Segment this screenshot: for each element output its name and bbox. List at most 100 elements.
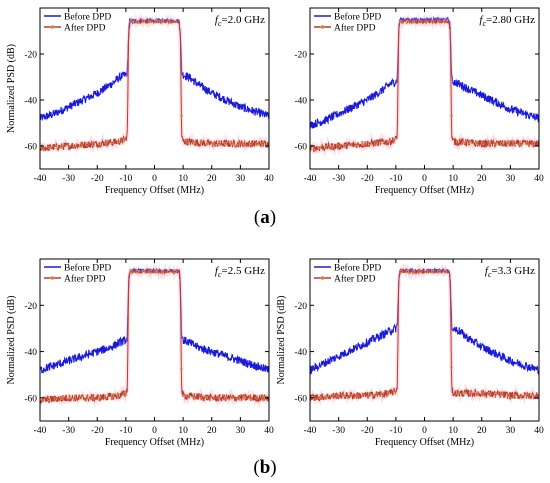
- y-tick-label: -20: [24, 302, 37, 312]
- series-marker: [475, 141, 479, 145]
- series-marker: [386, 391, 391, 396]
- x-tick-label: -20: [361, 174, 374, 184]
- series-line-1: [40, 267, 269, 374]
- series-marker: [367, 393, 372, 397]
- series-marker: [154, 270, 158, 274]
- series-marker: [160, 270, 165, 274]
- y-tick-label: -20: [294, 51, 307, 61]
- series-marker: [123, 137, 127, 142]
- series-marker: [148, 20, 152, 24]
- series-marker: [525, 142, 529, 146]
- series-marker: [255, 396, 259, 400]
- x-tick-label: -10: [120, 174, 133, 184]
- series-marker: [405, 20, 409, 24]
- series-marker: [104, 141, 108, 145]
- annotation-value: =3.3 GHz: [492, 265, 536, 277]
- series-marker: [349, 143, 353, 147]
- x-tick-label: -40: [34, 426, 47, 436]
- series-marker: [135, 270, 139, 274]
- series-marker: [110, 394, 114, 398]
- series-marker: [323, 395, 328, 399]
- series-marker: [135, 20, 139, 24]
- legend-marker: [50, 276, 55, 280]
- series-marker: [437, 270, 441, 274]
- legend-marker: [320, 25, 325, 29]
- series-marker: [512, 142, 516, 146]
- series-marker: [242, 396, 246, 400]
- annotation-value: =2.80 GHz: [486, 14, 535, 26]
- series-marker: [424, 270, 428, 274]
- chart-panel-1: -40 -30 -20 -10 0 10 20 30 40 -20 -40 -60 Frequency …: [6, 7, 274, 196]
- y-tick-label: -60: [24, 143, 37, 153]
- x-tick-label: 20: [207, 174, 217, 184]
- series-marker: [91, 142, 95, 146]
- series-marker: [449, 365, 454, 369]
- x-tick-label: -20: [361, 426, 374, 436]
- annotation-symbol: f: [485, 265, 490, 277]
- series-marker: [519, 393, 523, 398]
- series-marker: [198, 395, 202, 399]
- caption-a-letter: a: [260, 207, 270, 228]
- series-line-2: [40, 268, 269, 405]
- caption-a: (a): [254, 207, 276, 228]
- series-marker: [160, 20, 165, 24]
- legend-entry-1: Before DPD: [334, 263, 381, 274]
- annotation-symbol: f: [215, 265, 220, 277]
- series-marker: [500, 142, 504, 146]
- plot-area: [40, 262, 269, 409]
- x-tick-label: 30: [506, 174, 516, 184]
- series-marker: [72, 143, 76, 148]
- series-marker: [493, 142, 498, 146]
- series-marker: [342, 143, 346, 148]
- series-marker: [53, 397, 58, 401]
- series-marker: [123, 392, 127, 396]
- series-marker: [192, 394, 196, 399]
- series-marker: [261, 142, 265, 146]
- series-marker: [349, 393, 353, 398]
- series-shadow-2: [40, 13, 269, 154]
- series-marker: [418, 20, 422, 24]
- series-marker: [468, 391, 472, 395]
- annotation-subscript: c: [482, 19, 486, 28]
- y-tick-label: -40: [24, 348, 37, 358]
- x-tick-label: 10: [178, 426, 188, 436]
- series-marker: [380, 140, 384, 144]
- series-marker: [437, 20, 441, 24]
- series-marker: [317, 145, 321, 150]
- carrier-annotation: fc=2.80 GHz: [479, 14, 535, 28]
- x-tick-label: 40: [264, 426, 274, 436]
- x-tick-label: -30: [332, 426, 345, 436]
- series-marker: [487, 392, 491, 396]
- series-marker: [186, 394, 190, 398]
- series-marker: [355, 142, 359, 147]
- series-marker: [500, 393, 504, 397]
- x-tick-label: 0: [422, 426, 427, 436]
- legend-entry-1: Before DPD: [64, 12, 111, 23]
- series-marker: [192, 140, 196, 144]
- x-tick-label: 10: [448, 174, 458, 184]
- x-tick-label: 20: [207, 426, 217, 436]
- series-marker: [116, 394, 121, 398]
- series-marker: [481, 391, 485, 395]
- series-marker: [336, 393, 340, 398]
- series-marker: [129, 270, 133, 274]
- legend-marker: [50, 25, 55, 29]
- x-tick-label: 20: [477, 174, 487, 184]
- series-marker: [47, 397, 51, 402]
- series-marker: [230, 396, 234, 400]
- series-shadow-2: [310, 12, 539, 158]
- series-marker: [255, 142, 259, 146]
- y-tick-label: -60: [24, 394, 37, 404]
- series-marker: [311, 146, 315, 150]
- caption-b-letter: b: [260, 457, 271, 478]
- chart-panel-4: -40 -30 -20 -10 0 10 20 30 40 -20 -40 -60 Frequency …: [276, 258, 544, 448]
- series-marker: [405, 270, 409, 274]
- series-marker: [66, 144, 70, 148]
- series-marker: [380, 392, 384, 396]
- x-tick-label: -30: [332, 174, 345, 184]
- x-tick-label: 40: [264, 174, 274, 184]
- series-marker: [412, 270, 416, 274]
- x-tick-label: -40: [34, 174, 47, 184]
- y-tick-label: -20: [294, 302, 307, 312]
- x-axis-label: Frequency Offset (MHz): [375, 185, 474, 196]
